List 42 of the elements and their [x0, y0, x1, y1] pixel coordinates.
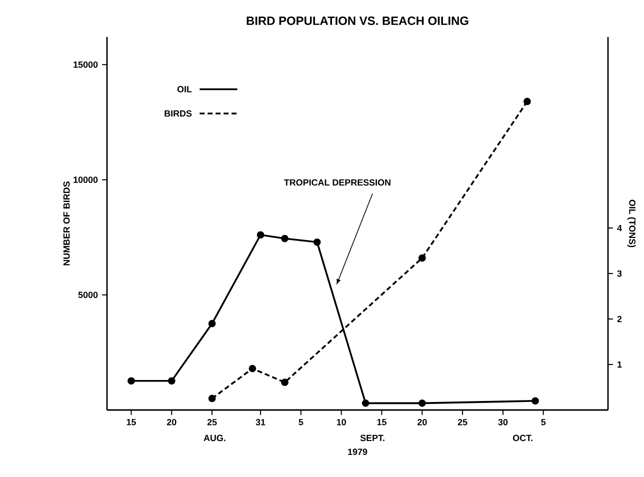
y2-tick-label: 4	[617, 224, 622, 232]
y-tick-label: 15000	[74, 61, 98, 68]
y-tick-label: 5000	[78, 292, 98, 298]
legend-label: OIL	[177, 86, 192, 92]
y2-tick-label: 3	[617, 270, 622, 277]
point	[281, 234, 288, 242]
point	[418, 399, 426, 407]
text: AUG.	[204, 434, 226, 442]
y-axis-title: NUMBER OF BIRDS	[63, 182, 70, 266]
point	[281, 378, 288, 386]
x-tick-label: 15	[126, 418, 136, 426]
annotation: TROPICAL DEPRESSION	[284, 179, 390, 186]
x-tick-label: 5	[298, 418, 304, 426]
x-tick-label: 25	[207, 418, 217, 426]
legend-label: BIRDS	[164, 110, 192, 117]
point	[248, 364, 256, 372]
x-tick-label: 5	[541, 418, 546, 426]
x-tick-label: 31	[256, 418, 266, 426]
point	[208, 394, 216, 402]
point	[256, 231, 264, 239]
point	[128, 377, 135, 385]
text: SEPT.	[360, 434, 384, 442]
y2-tick-label: 2	[617, 316, 622, 322]
x-tick-label: 20	[417, 418, 427, 426]
point	[524, 98, 531, 106]
point	[418, 254, 426, 262]
x-tick-label: 30	[498, 418, 508, 426]
y2-tick-label: 1	[618, 361, 622, 368]
y2-axis-title: OIL (TONS)	[627, 200, 636, 248]
x-tick-label: 25	[458, 418, 468, 426]
y-tick-label: 10000	[74, 176, 98, 183]
chart-title: BIRD POPULATION VS. BEACH OILING	[246, 16, 468, 25]
point	[362, 399, 370, 407]
text: OCT.	[512, 434, 532, 442]
point	[313, 238, 321, 246]
x-tick-label: 20	[166, 418, 176, 426]
x-tick-label: 10	[336, 418, 346, 426]
point	[532, 397, 539, 405]
x-tick-label: 15	[377, 418, 386, 426]
point	[168, 377, 176, 385]
point	[208, 320, 216, 328]
x-axis-title: 1979	[348, 448, 368, 455]
